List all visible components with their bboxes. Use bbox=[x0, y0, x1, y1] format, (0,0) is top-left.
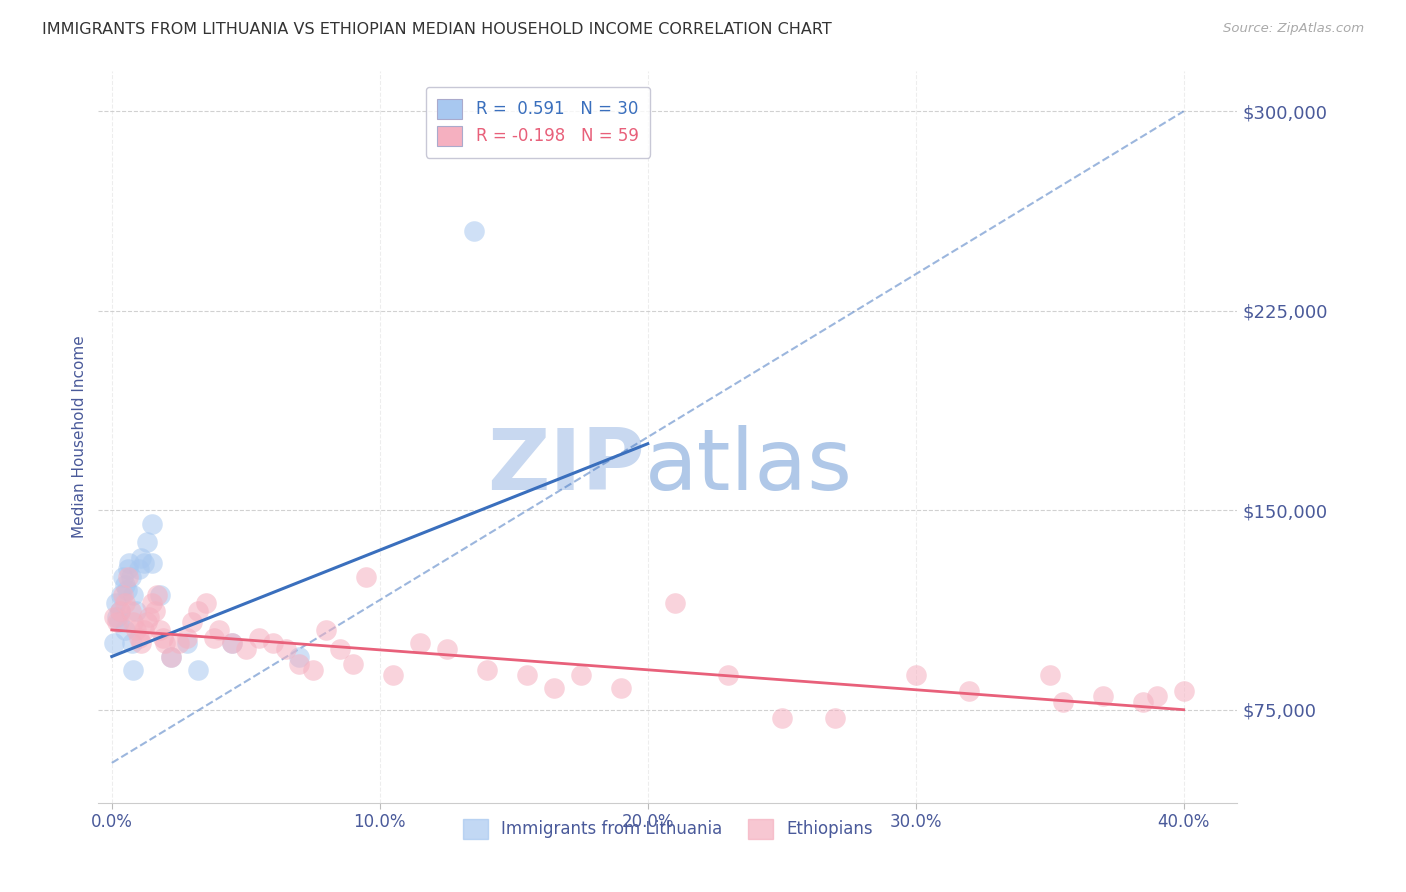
Point bbox=[288, 657, 311, 672]
Point bbox=[120, 604, 142, 618]
Point bbox=[202, 631, 225, 645]
Point bbox=[128, 562, 150, 576]
Point bbox=[167, 636, 190, 650]
Point bbox=[610, 681, 633, 696]
Point bbox=[107, 615, 129, 629]
Point bbox=[141, 516, 163, 531]
Point bbox=[342, 657, 364, 672]
Point bbox=[117, 570, 139, 584]
Point bbox=[187, 663, 209, 677]
Point bbox=[1052, 695, 1074, 709]
Point bbox=[957, 684, 980, 698]
Legend: Immigrants from Lithuania, Ethiopians: Immigrants from Lithuania, Ethiopians bbox=[457, 812, 879, 846]
Point bbox=[149, 623, 172, 637]
Point bbox=[108, 604, 131, 618]
Point bbox=[221, 636, 243, 650]
Point bbox=[235, 641, 257, 656]
Point bbox=[114, 623, 136, 637]
Point bbox=[132, 623, 155, 637]
Point bbox=[114, 577, 136, 591]
Point bbox=[125, 623, 148, 637]
Point bbox=[110, 588, 132, 602]
Point bbox=[463, 224, 485, 238]
Text: atlas: atlas bbox=[645, 425, 853, 508]
Point bbox=[128, 631, 150, 645]
Point bbox=[141, 596, 163, 610]
Point bbox=[288, 649, 311, 664]
Point bbox=[176, 631, 198, 645]
Point bbox=[135, 535, 157, 549]
Point bbox=[356, 570, 378, 584]
Point bbox=[717, 668, 740, 682]
Text: Source: ZipAtlas.com: Source: ZipAtlas.com bbox=[1223, 22, 1364, 36]
Point bbox=[1092, 690, 1115, 704]
Point bbox=[138, 609, 160, 624]
Point bbox=[569, 668, 592, 682]
Point bbox=[105, 609, 128, 624]
Point bbox=[111, 588, 134, 602]
Point bbox=[1146, 690, 1168, 704]
Point bbox=[1132, 695, 1154, 709]
Point bbox=[152, 631, 174, 645]
Point bbox=[301, 663, 323, 677]
Point bbox=[117, 562, 139, 576]
Point bbox=[129, 551, 152, 566]
Point bbox=[194, 596, 217, 610]
Point bbox=[904, 668, 927, 682]
Point bbox=[262, 636, 284, 650]
Point bbox=[221, 636, 243, 650]
Text: IMMIGRANTS FROM LITHUANIA VS ETHIOPIAN MEDIAN HOUSEHOLD INCOME CORRELATION CHART: IMMIGRANTS FROM LITHUANIA VS ETHIOPIAN M… bbox=[42, 22, 832, 37]
Point bbox=[247, 631, 270, 645]
Point bbox=[329, 641, 352, 656]
Y-axis label: Median Household Income: Median Household Income bbox=[72, 335, 87, 539]
Point bbox=[135, 615, 157, 629]
Point bbox=[1173, 684, 1195, 698]
Point bbox=[149, 588, 172, 602]
Point bbox=[114, 596, 136, 610]
Point bbox=[122, 663, 145, 677]
Point bbox=[664, 596, 686, 610]
Point bbox=[146, 588, 169, 602]
Point bbox=[108, 604, 131, 618]
Point bbox=[143, 604, 166, 618]
Point bbox=[543, 681, 565, 696]
Point bbox=[118, 557, 141, 571]
Point bbox=[159, 649, 181, 664]
Point bbox=[132, 557, 155, 571]
Point bbox=[141, 557, 163, 571]
Point bbox=[516, 668, 538, 682]
Text: ZIP: ZIP bbox=[488, 425, 645, 508]
Point bbox=[159, 649, 181, 664]
Point bbox=[125, 604, 148, 618]
Point bbox=[103, 609, 125, 624]
Point bbox=[104, 596, 127, 610]
Point bbox=[120, 570, 142, 584]
Point bbox=[382, 668, 405, 682]
Point bbox=[409, 636, 432, 650]
Point bbox=[824, 711, 846, 725]
Point bbox=[111, 570, 134, 584]
Point bbox=[436, 641, 458, 656]
Point bbox=[103, 636, 125, 650]
Point bbox=[181, 615, 204, 629]
Point bbox=[105, 615, 128, 629]
Point bbox=[155, 636, 177, 650]
Point bbox=[176, 636, 198, 650]
Point bbox=[274, 641, 297, 656]
Point bbox=[475, 663, 498, 677]
Point bbox=[122, 588, 145, 602]
Point bbox=[208, 623, 231, 637]
Point bbox=[122, 615, 145, 629]
Point bbox=[770, 711, 793, 725]
Point bbox=[315, 623, 337, 637]
Point bbox=[115, 582, 138, 597]
Point bbox=[121, 636, 143, 650]
Point bbox=[129, 636, 152, 650]
Point bbox=[1039, 668, 1062, 682]
Point bbox=[187, 604, 209, 618]
